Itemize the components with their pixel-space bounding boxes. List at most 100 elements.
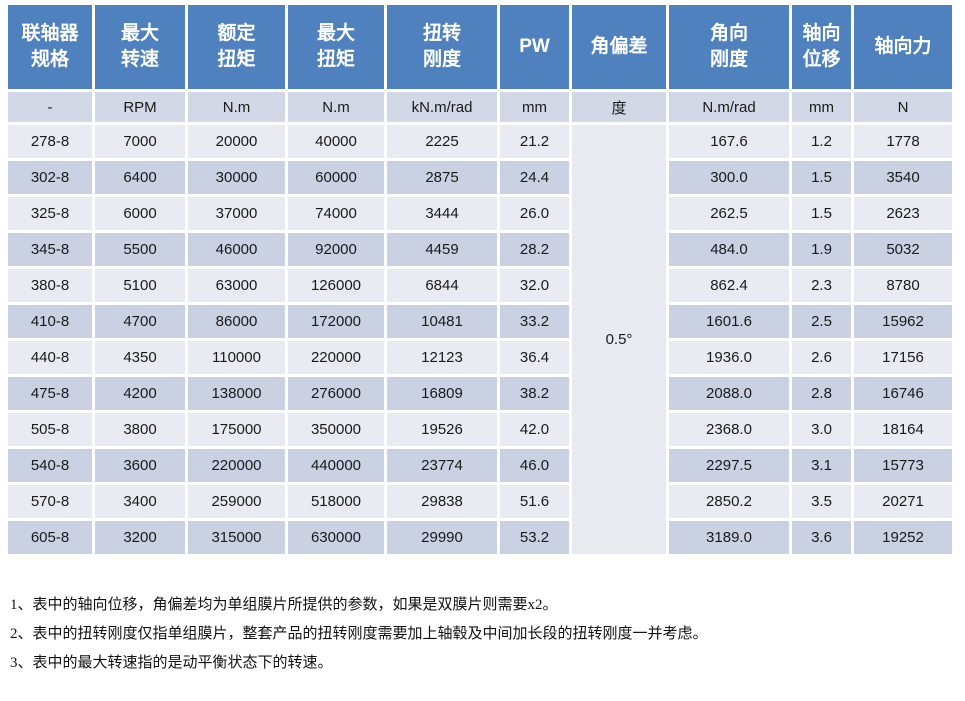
footnote: 2、表中的扭转刚度仅指单组膜片，整套产品的扭转刚度需要加上轴毂及中间加长段的扭转… xyxy=(10,626,708,642)
column-header-spec: 联轴器 规格 xyxy=(8,5,92,89)
table-cell: 16809 xyxy=(387,377,497,410)
table-cell: 16746 xyxy=(854,377,952,410)
table-cell: 315000 xyxy=(188,521,285,554)
table-cell: 5032 xyxy=(854,233,952,266)
row-spec: 302-8 xyxy=(8,161,92,194)
table-cell: 63000 xyxy=(188,269,285,302)
table-body: 278-8 7000 20000 40000 2225 21.2 0.5° 167.6 1.2 1… xyxy=(8,125,952,554)
table-cell: 17156 xyxy=(854,341,952,374)
unit-cell: kN.m/rad xyxy=(387,92,497,122)
table-cell: 30000 xyxy=(188,161,285,194)
row-spec: 380-8 xyxy=(8,269,92,302)
table-cell: 6000 xyxy=(95,197,185,230)
unit-cell: RPM xyxy=(95,92,185,122)
table-cell: 20271 xyxy=(854,485,952,518)
table-cell: 167.6 xyxy=(669,125,789,158)
table-cell: 138000 xyxy=(188,377,285,410)
row-spec: 605-8 xyxy=(8,521,92,554)
column-header-max-speed: 最大 转速 xyxy=(95,5,185,89)
table-cell: 1936.0 xyxy=(669,341,789,374)
unit-cell: N xyxy=(854,92,952,122)
table-cell: 10481 xyxy=(387,305,497,338)
column-header-rated-torque: 额定 扭矩 xyxy=(188,5,285,89)
table-cell: 4200 xyxy=(95,377,185,410)
table-cell: 60000 xyxy=(288,161,384,194)
table-row: 475-8 4200 138000 276000 16809 38.2 2088.0 2.8 1… xyxy=(8,377,952,410)
table-cell: 2368.0 xyxy=(669,413,789,446)
table-cell: 4700 xyxy=(95,305,185,338)
table-cell: 1601.6 xyxy=(669,305,789,338)
table-cell: 259000 xyxy=(188,485,285,518)
table-cell: 2.5 xyxy=(792,305,851,338)
table-cell: 38.2 xyxy=(500,377,569,410)
table-cell: 3189.0 xyxy=(669,521,789,554)
coupling-spec-table: 联轴器 规格 最大 转速 额定 扭矩 最大 扭矩 扭转 刚度 PW 角偏差 角向… xyxy=(5,2,955,557)
table-cell: 4350 xyxy=(95,341,185,374)
table-cell: 12123 xyxy=(387,341,497,374)
table-cell: 5500 xyxy=(95,233,185,266)
table-cell: 28.2 xyxy=(500,233,569,266)
table-cell: 1778 xyxy=(854,125,952,158)
table-cell: 51.6 xyxy=(500,485,569,518)
table-cell: 2623 xyxy=(854,197,952,230)
table-cell: 3800 xyxy=(95,413,185,446)
table-row: 325-8 6000 37000 74000 3444 26.0 262.5 1.5 2623 xyxy=(8,197,952,230)
footnote: 3、表中的最大转速指的是动平衡状态下的转速。 xyxy=(10,655,333,671)
table-cell: 2088.0 xyxy=(669,377,789,410)
table-cell: 15962 xyxy=(854,305,952,338)
table-cell: 21.2 xyxy=(500,125,569,158)
table-cell: 6400 xyxy=(95,161,185,194)
table-cell: 42.0 xyxy=(500,413,569,446)
table-cell: 92000 xyxy=(288,233,384,266)
row-spec: 540-8 xyxy=(8,449,92,482)
table-cell: 5100 xyxy=(95,269,185,302)
footnotes: 1、表中的轴向位移，角偏差均为单组膜片所提供的参数，如果是双膜片则需要x2。 2… xyxy=(10,596,950,683)
table-cell: 3200 xyxy=(95,521,185,554)
table-cell: 32.0 xyxy=(500,269,569,302)
angular-deviation-merged-cell: 0.5° xyxy=(572,125,666,554)
table-cell: 33.2 xyxy=(500,305,569,338)
table-cell: 29990 xyxy=(387,521,497,554)
table-row: 345-8 5500 46000 92000 4459 28.2 484.0 1.9 5032 xyxy=(8,233,952,266)
table-row: 540-8 3600 220000 440000 23774 46.0 2297.5 3.1 1… xyxy=(8,449,952,482)
column-header-pw: PW xyxy=(500,5,569,89)
table-cell: 20000 xyxy=(188,125,285,158)
table-cell: 86000 xyxy=(188,305,285,338)
table-cell: 1.5 xyxy=(792,161,851,194)
table-cell: 1.5 xyxy=(792,197,851,230)
unit-row: - RPM N.m N.m kN.m/rad mm 度 N.m/rad mm N xyxy=(8,92,952,122)
table-cell: 862.4 xyxy=(669,269,789,302)
table-cell: 74000 xyxy=(288,197,384,230)
row-spec: 440-8 xyxy=(8,341,92,374)
table-cell: 220000 xyxy=(188,449,285,482)
table-cell: 220000 xyxy=(288,341,384,374)
table-row: 505-8 3800 175000 350000 19526 42.0 2368.0 3.0 1… xyxy=(8,413,952,446)
table-cell: 29838 xyxy=(387,485,497,518)
table-cell: 3.1 xyxy=(792,449,851,482)
column-header-max-torque: 最大 扭矩 xyxy=(288,5,384,89)
table-cell: 440000 xyxy=(288,449,384,482)
row-spec: 475-8 xyxy=(8,377,92,410)
table-cell: 1.2 xyxy=(792,125,851,158)
column-header-axial-force: 轴向力 xyxy=(854,5,952,89)
table-cell: 3.5 xyxy=(792,485,851,518)
table-cell: 2297.5 xyxy=(669,449,789,482)
table-cell: 37000 xyxy=(188,197,285,230)
row-spec: 345-8 xyxy=(8,233,92,266)
row-spec: 570-8 xyxy=(8,485,92,518)
header-row: 联轴器 规格 最大 转速 额定 扭矩 最大 扭矩 扭转 刚度 PW 角偏差 角向… xyxy=(8,5,952,89)
table-cell: 3400 xyxy=(95,485,185,518)
table-cell: 46.0 xyxy=(500,449,569,482)
unit-cell: mm xyxy=(500,92,569,122)
table-cell: 2.8 xyxy=(792,377,851,410)
footnote: 1、表中的轴向位移，角偏差均为单组膜片所提供的参数，如果是双膜片则需要x2。 xyxy=(10,597,558,613)
table-cell: 350000 xyxy=(288,413,384,446)
table-row: 278-8 7000 20000 40000 2225 21.2 0.5° 167.6 1.2 1… xyxy=(8,125,952,554)
table-row: 380-8 5100 63000 126000 6844 32.0 862.4 2.3 8780 xyxy=(8,269,952,302)
table-cell: 630000 xyxy=(288,521,384,554)
table-cell: 2850.2 xyxy=(669,485,789,518)
table-row: 440-8 4350 110000 220000 12123 36.4 1936.0 2.6 1… xyxy=(8,341,952,374)
unit-cell: N.m xyxy=(188,92,285,122)
table-row: 570-8 3400 259000 518000 29838 51.6 2850.2 3.5 2… xyxy=(8,485,952,518)
